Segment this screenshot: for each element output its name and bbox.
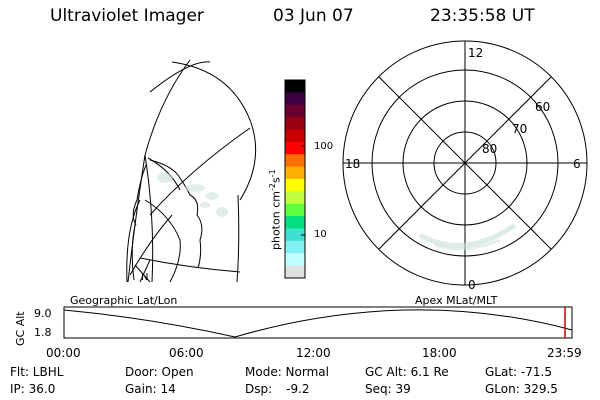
time-label: 23:35:58 UT — [430, 6, 535, 26]
gain-info: Gain: 14 — [125, 382, 176, 396]
timeline-tick-1800: 18:00 — [422, 346, 457, 360]
mlt-6-label: 6 — [573, 157, 581, 171]
colorbar-tick-10: 10 — [314, 229, 327, 240]
date-label: 03 Jun 07 — [273, 6, 354, 26]
colorbar-segment — [285, 179, 305, 192]
timeline-tick-0000: 00:00 — [46, 346, 81, 360]
mlt-12-label: 12 — [468, 46, 483, 60]
glon-info: GLon: 329.5 — [485, 382, 558, 396]
colorbar-segment — [285, 203, 305, 217]
apex-caption: Apex MLat/MLT — [415, 294, 498, 307]
colorbar-segment — [285, 117, 305, 130]
colorbar-segment — [285, 216, 305, 229]
colorbar-segment — [285, 253, 305, 267]
mlat-80-label: 80 — [482, 142, 497, 156]
geographic-caption: Geographic Lat/Lon — [70, 294, 178, 307]
mlat-60-label: 60 — [535, 100, 550, 114]
mode-info: Mode: Normal — [245, 365, 329, 379]
mlat-70-label: 70 — [512, 122, 527, 136]
colorbar-segment — [285, 228, 305, 242]
ip-info: IP: 36.0 — [10, 382, 56, 396]
timeline-tick-0600: 06:00 — [169, 346, 204, 360]
timeline-tick-1200: 12:00 — [296, 346, 331, 360]
mlt-0-label: 0 — [468, 278, 476, 292]
timeline-y-top: 9.0 — [34, 307, 52, 320]
colorbar-segment — [285, 154, 305, 168]
colorbar-segment — [285, 191, 305, 205]
colorbar-border — [284, 79, 306, 279]
colorbar-segment — [285, 265, 305, 279]
seq-info: Seq: 39 — [365, 382, 411, 396]
door-info: Door: Open — [125, 365, 194, 379]
colorbar — [284, 79, 306, 279]
colorbar-segment — [285, 129, 305, 143]
mlt-18-label: 18 — [345, 157, 360, 171]
colorbar-segment — [285, 141, 305, 155]
timeline-tick-2359: 23:59 — [547, 346, 582, 360]
dsp-info: Dsp: -9.2 — [245, 382, 310, 396]
colorbar-tick-100: 100 — [314, 141, 334, 152]
colorbar-segment — [285, 92, 305, 106]
instrument-title: Ultraviolet Imager — [50, 6, 204, 26]
colorbar-segment — [285, 104, 305, 118]
gc-alt-info: GC Alt: 6.1 Re — [365, 365, 449, 379]
timeline-y-bottom: 1.8 — [34, 326, 52, 339]
colorbar-segment — [285, 166, 305, 180]
filter-info: Flt: LBHL — [10, 365, 64, 379]
glat-info: GLat: -71.5 — [485, 365, 552, 379]
svg-text:N: N — [141, 272, 148, 283]
colorbar-segment — [285, 240, 305, 254]
polar-plot: 12 0 18 6 60 70 80 — [342, 40, 588, 292]
colorbar-segment — [285, 80, 305, 93]
